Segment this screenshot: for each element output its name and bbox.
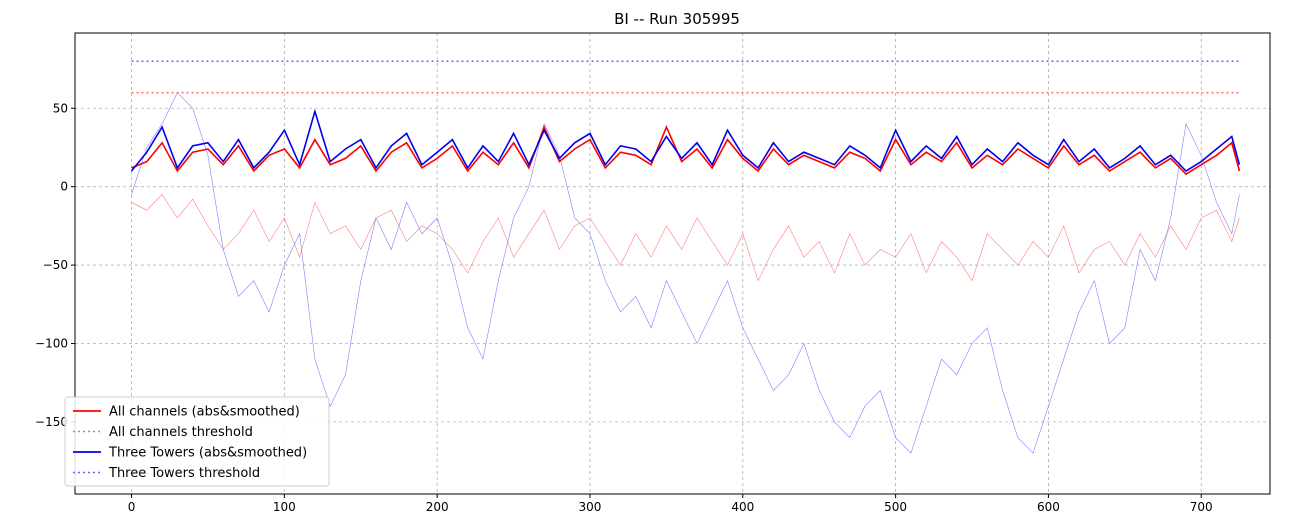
series-line-4: [131, 194, 1240, 282]
x-tick-label: 400: [731, 500, 754, 514]
x-tick-label: 500: [884, 500, 907, 514]
x-tick-label: 200: [426, 500, 449, 514]
legend-label: All channels (abs&smoothed): [109, 405, 300, 420]
series-line-2: [130, 108, 1241, 173]
x-tick-label: 100: [273, 500, 296, 514]
y-tick-label: −50: [43, 258, 68, 272]
legend: All channels (abs&smoothed) All channels …: [64, 396, 330, 487]
y-tick-label: −150: [35, 415, 68, 429]
y-axis: −150 −100 −50 0 50: [35, 101, 75, 429]
legend-box: [64, 396, 330, 487]
plot-area: [130, 60, 1241, 454]
legend-label: Three Towers threshold: [108, 466, 260, 481]
series-line-5: [131, 92, 1240, 454]
x-axis: 0 100 200 300 400 500 600 700: [128, 494, 1213, 514]
y-tick-label: 0: [60, 180, 68, 194]
x-tick-label: 300: [579, 500, 602, 514]
chart-title: BI -- Run 305995: [614, 10, 740, 28]
series-line-0: [131, 124, 1241, 176]
x-tick-label: 0: [128, 500, 136, 514]
y-tick-label: 50: [53, 101, 68, 115]
plot-frame: [74, 32, 1271, 495]
y-tick-label: −100: [35, 336, 68, 350]
legend-label: Three Towers (abs&smoothed): [108, 446, 307, 461]
x-tick-label: 700: [1190, 500, 1213, 514]
x-tick-label: 600: [1037, 500, 1060, 514]
legend-label: All channels threshold: [109, 425, 253, 440]
